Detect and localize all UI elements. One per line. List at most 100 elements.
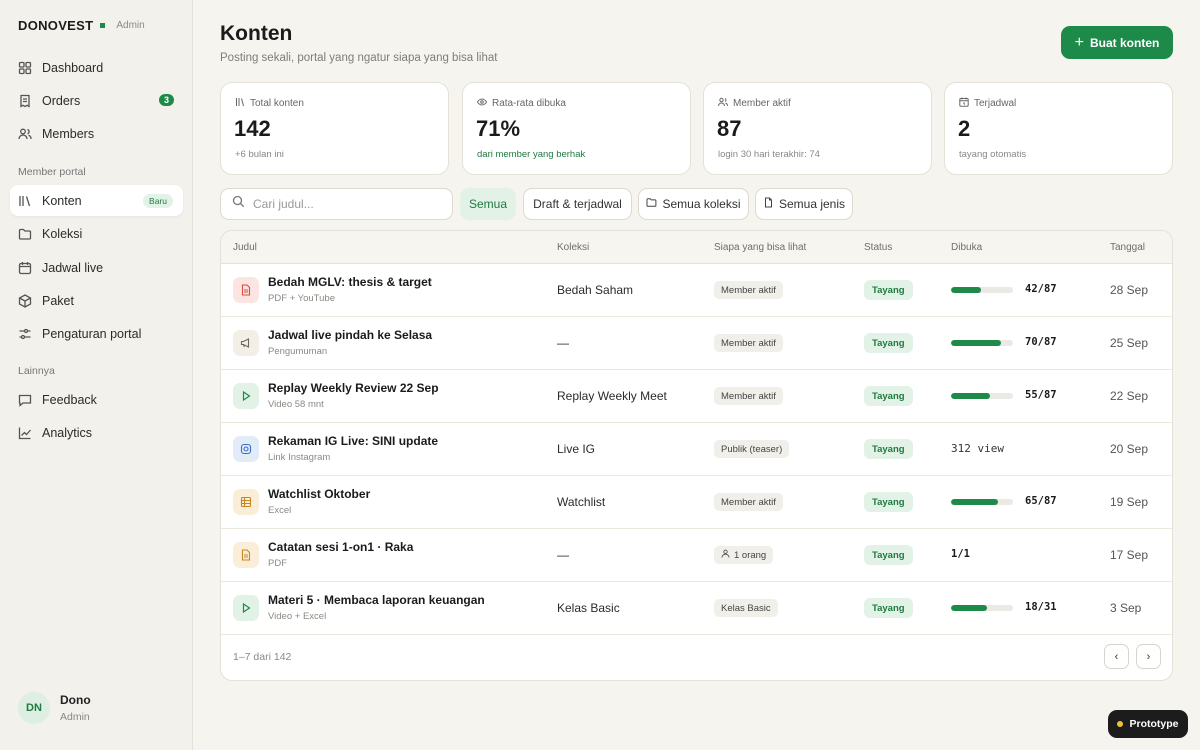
filter-label: Draft & terjadwal (533, 197, 622, 211)
status-badge: Tayang (864, 545, 913, 565)
row-title: Bedah MGLV: thesis & target (268, 275, 432, 289)
filter-label: Semua jenis (778, 197, 846, 211)
user-role: Admin (60, 711, 90, 723)
column-header-date[interactable]: Tanggal (1110, 242, 1146, 253)
column-header-access[interactable]: Siapa yang bisa lihat (714, 242, 807, 253)
prototype-badge[interactable]: Prototype (1108, 710, 1188, 738)
row-date: 25 Sep (1110, 336, 1149, 350)
row-title: Watchlist Oktober (268, 487, 371, 501)
sidebar-item-analytics[interactable]: Analytics (10, 417, 183, 448)
sidebar-item-orders[interactable]: Orders 3 (10, 85, 183, 116)
access-badge: Publik (teaser) (714, 440, 790, 458)
chart-line-icon (18, 426, 32, 440)
orders-count-badge: 3 (158, 94, 174, 106)
eye-icon (476, 97, 488, 110)
sidebar-item-label: Analytics (42, 425, 93, 440)
access-label: Member aktif (721, 496, 776, 508)
opened-progress-bar (951, 605, 1013, 611)
document-icon (233, 542, 259, 568)
table-row[interactable]: Rekaman IG Live: SINI update Link Instag… (221, 423, 1172, 476)
table-row[interactable]: Catatan sesi 1-on1 · Raka PDF — 1 orang … (221, 529, 1172, 582)
stat-card-member-aktif: Member aktif 87 login 30 hari terakhir: … (703, 82, 932, 175)
search-input[interactable] (253, 197, 433, 211)
access-badge: Member aktif (714, 281, 783, 299)
settings-sliders-icon (18, 327, 32, 341)
table-row[interactable]: Bedah MGLV: thesis & target PDF + YouTub… (221, 264, 1172, 317)
sidebar-item-dashboard[interactable]: Dashboard (10, 52, 183, 83)
row-type: Pengumuman (268, 346, 328, 357)
filter-types-dropdown[interactable]: Semua jenis (755, 188, 853, 220)
sidebar-item-konten[interactable]: Konten Baru (10, 185, 183, 216)
opened-count: 42/87 (1025, 283, 1057, 295)
brand-dot-icon (100, 23, 106, 28)
row-type: Excel (268, 505, 292, 516)
dashboard-icon (18, 61, 32, 75)
table-header: Judul Koleksi Siapa yang bisa lihat Stat… (221, 231, 1172, 264)
stat-card-terjadwal: Terjadwal 2 tayang otomatis (944, 82, 1173, 175)
filter-draft-scheduled[interactable]: Draft & terjadwal (523, 188, 632, 220)
sidebar-item-pengaturan-portal[interactable]: Pengaturan portal (10, 318, 183, 349)
chat-icon (18, 393, 32, 407)
stat-label: Member aktif (733, 98, 791, 109)
brand-name: DONOVEST (18, 18, 94, 33)
opened-progress-fill (951, 499, 998, 505)
sidebar-item-feedback[interactable]: Feedback (10, 384, 183, 415)
row-date: 3 Sep (1110, 601, 1142, 615)
folder-icon (18, 227, 32, 241)
stat-value: 2 (958, 116, 971, 141)
brand[interactable]: DONOVEST Admin (18, 18, 145, 33)
row-date: 22 Sep (1110, 389, 1149, 403)
column-header-collection[interactable]: Koleksi (557, 242, 590, 253)
access-badge: Member aktif (714, 334, 783, 352)
row-date: 20 Sep (1110, 442, 1149, 456)
row-type: Link Instagram (268, 452, 331, 463)
document-icon (233, 277, 259, 303)
row-collection: Kelas Basic (557, 601, 620, 615)
access-label: 1 orang (734, 549, 767, 561)
row-date: 17 Sep (1110, 548, 1149, 562)
spreadsheet-icon (233, 489, 259, 515)
stat-label: Terjadwal (974, 98, 1017, 109)
next-page-button[interactable]: › (1136, 644, 1161, 669)
table-row[interactable]: Materi 5 · Membaca laporan keuangan Vide… (221, 582, 1172, 635)
view-count: 312 view (951, 442, 1004, 455)
row-type: Video + Excel (268, 611, 327, 622)
column-header-opened[interactable]: Dibuka (951, 242, 983, 253)
status-badge: Tayang (864, 439, 913, 459)
filter-collections-dropdown[interactable]: Semua koleksi (638, 188, 749, 220)
play-icon (233, 595, 259, 621)
users-icon (18, 127, 32, 141)
table-row[interactable]: Jadwal live pindah ke Selasa Pengumuman … (221, 317, 1172, 370)
status-badge: Tayang (864, 386, 913, 406)
calendar-clock-icon (959, 97, 969, 110)
row-type: PDF (268, 558, 287, 569)
stat-value: 71% (476, 116, 521, 141)
sidebar-item-paket[interactable]: Paket (10, 285, 183, 316)
opened-progress-fill (951, 340, 1001, 346)
megaphone-icon (233, 330, 259, 356)
search-box[interactable] (220, 188, 453, 220)
row-collection: Replay Weekly Meet (557, 389, 667, 403)
create-content-button[interactable]: + Buat konten (1061, 26, 1173, 59)
avatar: DN (18, 692, 50, 724)
sidebar-item-label: Orders (42, 93, 81, 108)
filter-all[interactable]: Semua (460, 188, 516, 220)
previous-page-button[interactable]: ‹ (1104, 644, 1129, 669)
user-profile[interactable]: DN Dono Admin (18, 692, 91, 724)
column-header-title[interactable]: Judul (233, 242, 257, 253)
table-row[interactable]: Watchlist Oktober Excel Watchlist Member… (221, 476, 1172, 529)
column-header-status[interactable]: Status (864, 242, 893, 253)
stat-value: 142 (234, 116, 271, 141)
sidebar-item-label: Koleksi (42, 226, 83, 241)
table-row[interactable]: Replay Weekly Review 22 Sep Video 58 mnt… (221, 370, 1172, 423)
row-title: Rekaman IG Live: SINI update (268, 434, 439, 448)
sidebar-item-members[interactable]: Members (10, 118, 183, 149)
sidebar-item-koleksi[interactable]: Koleksi (10, 218, 183, 249)
user-name: Dono (60, 693, 91, 707)
stat-note: login 30 hari terakhir: 74 (718, 149, 820, 160)
opened-progress-bar (951, 499, 1013, 505)
stat-card-total-konten: Total konten 142 +6 bulan ini (220, 82, 449, 175)
sidebar-item-label: Pengaturan portal (42, 326, 142, 341)
sidebar-item-jadwal-live[interactable]: Jadwal live (10, 252, 183, 283)
sidebar-item-label: Feedback (42, 392, 97, 407)
